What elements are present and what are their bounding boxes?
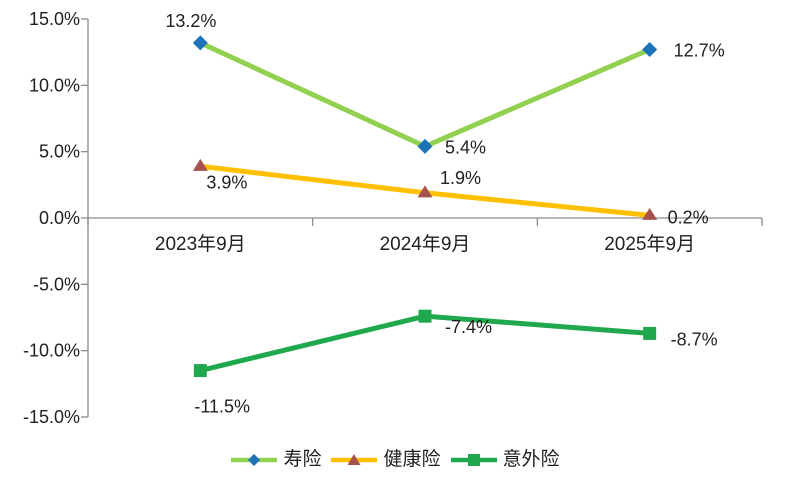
- chart-legend: 寿险 健康险 意外险: [0, 450, 791, 469]
- data-label-life-0: 13.2%: [165, 11, 216, 31]
- marker-accident-0: [193, 364, 207, 378]
- data-label-life-2: 12.7%: [674, 41, 725, 61]
- y-tick-label: 5.0%: [39, 142, 80, 162]
- data-label-health-0: 3.9%: [206, 172, 247, 192]
- marker-health-0: [192, 158, 208, 171]
- legend-item-life: 寿险: [231, 450, 321, 469]
- legend-marker-triangle-icon: [347, 453, 361, 465]
- y-tick-label: 0.0%: [39, 208, 80, 228]
- legend-swatch-accident: [450, 453, 497, 466]
- marker-life-1: [417, 138, 433, 154]
- legend-item-health: 健康险: [331, 449, 441, 470]
- x-category-label: 2025年9月: [604, 233, 695, 255]
- y-tick-label: 10.0%: [29, 75, 80, 95]
- y-tick-label: -10.0%: [23, 341, 80, 361]
- legend-label-health: 健康险: [383, 449, 441, 470]
- series-line-life: [197, 40, 653, 150]
- marker-accident-1: [418, 309, 432, 323]
- data-label-life-1: 5.4%: [445, 137, 486, 157]
- data-label-accident-0: -11.5%: [194, 397, 250, 417]
- marker-accident-2: [643, 326, 657, 340]
- marker-life-0: [192, 35, 208, 51]
- legend-label-accident: 意外险: [502, 449, 560, 470]
- data-label-accident-1: -7.4%: [445, 317, 492, 337]
- marker-health-2: [642, 207, 658, 220]
- x-category-label: 2024年9月: [380, 233, 471, 255]
- legend-item-accident: 意外险: [450, 449, 560, 470]
- y-tick-label: 15.0%: [29, 9, 80, 29]
- legend-swatch-life: [231, 453, 278, 466]
- legend-swatch-health: [331, 453, 378, 465]
- marker-health-1: [417, 185, 433, 198]
- legend-marker-diamond-icon: [248, 453, 261, 466]
- data-label-accident-2: -8.7%: [671, 329, 718, 349]
- data-label-health-2: 0.2%: [668, 207, 709, 227]
- marker-life-2: [642, 42, 658, 58]
- x-category-label: 2023年9月: [155, 233, 246, 255]
- legend-label-life: 寿险: [283, 449, 322, 470]
- series-line-accident: [197, 313, 653, 374]
- y-tick-label: -5.0%: [33, 274, 80, 294]
- data-label-health-1: 1.9%: [440, 168, 481, 188]
- legend-marker-square-icon: [467, 453, 480, 466]
- y-tick-label: -15.0%: [23, 407, 80, 427]
